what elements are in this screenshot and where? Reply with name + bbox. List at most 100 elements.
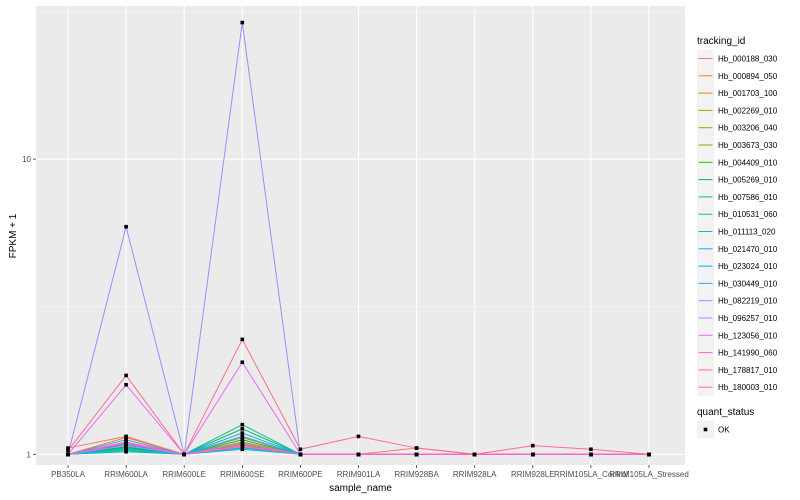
legend-item: Hb_001703_100 — [697, 84, 778, 102]
color-legend-title: tracking_id — [697, 36, 745, 47]
data-point — [124, 224, 128, 229]
legend-label: Hb_023024_010 — [718, 262, 778, 271]
legend-item: Hb_021470_010 — [697, 240, 778, 258]
legend-item: Hb_141990_060 — [697, 344, 778, 362]
shape-legend-label: OK — [718, 426, 730, 435]
legend-item: Hb_003206_040 — [697, 119, 778, 137]
legend-item: Hb_082219_010 — [697, 292, 778, 310]
legend-label: Hb_030449_010 — [718, 279, 778, 288]
legend-label: Hb_010531_060 — [718, 210, 778, 219]
legend-label: Hb_000894_050 — [718, 72, 778, 81]
color-legend-items: Hb_000188_030 Hb_000894_050 Hb_001703_100 H… — [697, 50, 778, 396]
y-tick-label: 10 — [22, 155, 31, 164]
data-point — [589, 452, 593, 457]
data-point — [647, 452, 651, 457]
x-tick-label: RRIM105LA_Stressed — [609, 470, 689, 479]
legend-label: Hb_003673_030 — [718, 141, 778, 150]
data-point — [414, 446, 419, 450]
x-tick-label: RRIM105LA_Control — [554, 470, 628, 479]
x-axis: PB350LA RRIM600LA RRIM600LE RRIM600SE RRIM60… — [51, 465, 689, 479]
y-axis-title: FPKM + 1 — [8, 213, 19, 258]
data-point — [414, 452, 419, 457]
legend: tracking_id Hb_000188_030Hb_000894_050Hb… — [697, 36, 778, 438]
data-point — [240, 431, 245, 435]
data-point — [240, 422, 245, 427]
data-point — [240, 437, 245, 442]
x-tick-label: RRIM600LE — [162, 470, 206, 479]
legend-label: Hb_003206_040 — [718, 124, 778, 133]
data-point — [356, 452, 361, 457]
shape-legend-items: OK — [697, 421, 730, 438]
plot-panel — [36, 6, 685, 465]
legend-item: Hb_000188_030 — [697, 50, 778, 67]
shape-legend-title: quant_status — [697, 407, 754, 418]
data-point — [531, 443, 535, 448]
x-tick-label: RRIM901LA — [337, 470, 381, 479]
legend-item: Hb_011113_020 — [697, 223, 776, 240]
legend-label: Hb_000188_030 — [718, 55, 778, 64]
legend-item: Hb_123056_010 — [697, 326, 778, 344]
legend-label: Hb_180003_010 — [718, 383, 778, 392]
grid-lines — [36, 6, 685, 465]
data-point — [66, 446, 70, 450]
legend-item: Hb_000894_050 — [697, 67, 778, 85]
data-points — [66, 20, 651, 457]
data-point — [124, 449, 128, 454]
x-axis-title: sample_name — [329, 483, 392, 494]
data-point — [124, 447, 128, 452]
legend-item: Hb_023024_010 — [697, 257, 778, 275]
shape-legend-item: OK — [697, 421, 730, 438]
legend-label: Hb_011113_020 — [718, 228, 776, 237]
legend-item: Hb_005269_010 — [697, 171, 778, 189]
legend-label: Hb_007586_010 — [718, 193, 778, 202]
y-tick-label: 1 — [27, 450, 32, 459]
legend-item: Hb_003673_030 — [697, 136, 778, 154]
x-tick-label: RRIM928BA — [394, 470, 439, 479]
data-point — [182, 452, 186, 457]
legend-label: Hb_096257_010 — [718, 314, 778, 323]
data-point — [240, 434, 245, 439]
legend-point-icon — [703, 427, 708, 432]
data-point — [124, 435, 128, 440]
legend-item: Hb_178817_010 — [697, 361, 778, 379]
data-point — [240, 337, 245, 342]
legend-label: Hb_123056_010 — [718, 331, 778, 340]
legend-item: Hb_030449_010 — [697, 274, 778, 292]
data-point — [240, 20, 245, 25]
data-point — [124, 443, 128, 448]
x-tick-label: RRIM928LE — [511, 470, 555, 479]
data-point — [356, 434, 361, 439]
data-point — [124, 382, 128, 387]
data-point — [531, 452, 535, 457]
data-point — [589, 447, 593, 452]
legend-label: Hb_082219_010 — [718, 297, 778, 306]
data-point — [240, 360, 245, 365]
data-point — [298, 452, 303, 457]
data-point — [66, 448, 70, 453]
data-point — [124, 437, 128, 442]
data-point — [240, 443, 245, 448]
legend-label: Hb_004409_010 — [718, 158, 778, 167]
legend-label: Hb_141990_060 — [718, 349, 778, 358]
legend-label: Hb_178817_010 — [718, 366, 778, 375]
x-tick-label: RRIM600PE — [278, 470, 322, 479]
legend-item: Hb_096257_010 — [697, 309, 778, 327]
data-point — [240, 441, 245, 446]
data-point — [298, 447, 303, 452]
x-tick-label: RRIM600SE — [220, 470, 264, 479]
legend-item: Hb_180003_010 — [697, 378, 778, 396]
y-axis: 1 10 — [22, 155, 36, 459]
x-tick-label: RRIM600LA — [104, 470, 148, 479]
legend-item: Hb_004409_010 — [697, 153, 778, 171]
legend-label: Hb_002269_010 — [718, 106, 778, 115]
data-point — [472, 452, 477, 457]
data-point — [66, 452, 70, 457]
data-point — [124, 441, 128, 446]
x-tick-label: RRIM928LA — [453, 470, 497, 479]
legend-label: Hb_005269_010 — [718, 176, 778, 185]
legend-label: Hb_001703_100 — [718, 89, 778, 98]
data-point — [240, 427, 245, 431]
legend-label: Hb_021470_010 — [718, 245, 778, 254]
legend-item: Hb_002269_010 — [697, 101, 778, 119]
